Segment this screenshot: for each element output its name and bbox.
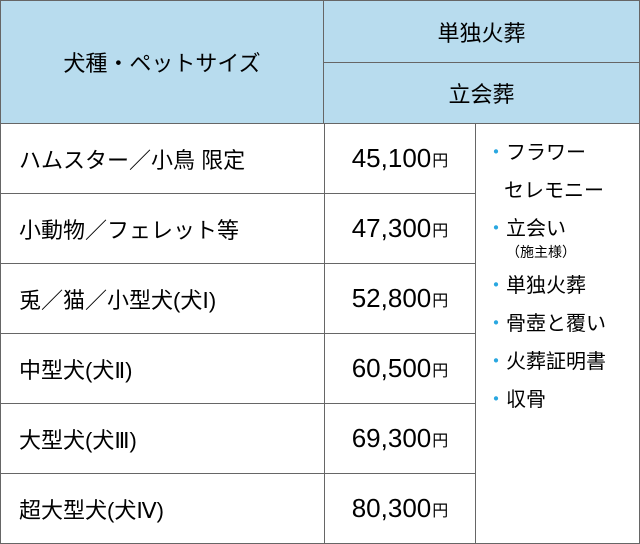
- table-row: 兎／猫／小型犬(犬Ⅰ) 52,800円: [1, 264, 476, 334]
- currency-suffix: 円: [432, 217, 448, 241]
- pet-label-cell: 小動物／フェレット等: [1, 194, 325, 264]
- price-value: 52,800: [352, 283, 432, 314]
- currency-suffix: 円: [432, 497, 448, 521]
- price-cell: 69,300円: [325, 404, 476, 474]
- header-service-sub-label: 立会葬: [448, 77, 514, 109]
- pet-label: 兎／猫／小型犬(犬Ⅰ): [19, 283, 216, 315]
- features-list: フラワーセレモニー立会い（施主様） 単独火葬骨壺と覆い火葬証明書収骨: [488, 134, 606, 419]
- table-row: ハムスター／小鳥 限定 45,100円: [1, 124, 476, 194]
- price-cell: 45,100円: [325, 124, 476, 194]
- pet-label: 大型犬(犬Ⅲ): [19, 423, 137, 455]
- header-pet-size: 犬種・ペットサイズ: [1, 1, 324, 124]
- table-row: 中型犬(犬Ⅱ) 60,500円: [1, 334, 476, 404]
- price-cell: 52,800円: [325, 264, 476, 334]
- price-cell: 80,300円: [325, 474, 476, 544]
- feature-item: （施主様）: [488, 244, 606, 261]
- feature-item: 骨壺と覆い: [488, 305, 606, 343]
- feature-item: 単独火葬: [488, 267, 606, 305]
- pet-label-cell: 超大型犬(犬Ⅳ): [1, 474, 325, 544]
- price-value: 69,300: [352, 423, 432, 454]
- rows-container: ハムスター／小鳥 限定45,100円小動物／フェレット等47,300円兎／猫／小…: [1, 124, 476, 544]
- pet-label: ハムスター／小鳥 限定: [19, 143, 245, 175]
- pet-label-cell: 大型犬(犬Ⅲ): [1, 404, 325, 474]
- pet-label-cell: ハムスター／小鳥 限定: [1, 124, 325, 194]
- currency-suffix: 円: [432, 357, 448, 381]
- body-area: ハムスター／小鳥 限定45,100円小動物／フェレット等47,300円兎／猫／小…: [1, 124, 640, 544]
- feature-item: 収骨: [488, 381, 606, 419]
- table-row: 大型犬(犬Ⅲ) 69,300円: [1, 404, 476, 474]
- currency-suffix: 円: [432, 287, 448, 311]
- currency-suffix: 円: [432, 427, 448, 451]
- price-cell: 47,300円: [325, 194, 476, 264]
- features-cell: フラワーセレモニー立会い（施主様） 単独火葬骨壺と覆い火葬証明書収骨: [476, 124, 640, 544]
- price-value: 45,100: [352, 143, 432, 174]
- pet-label: 超大型犬(犬Ⅳ): [19, 493, 164, 525]
- pet-label: 中型犬(犬Ⅱ): [19, 353, 132, 385]
- price-cell: 60,500円: [325, 334, 476, 404]
- table-row: 小動物／フェレット等 47,300円: [1, 194, 476, 264]
- price-value: 80,300: [352, 493, 432, 524]
- pet-label-cell: 中型犬(犬Ⅱ): [1, 334, 325, 404]
- feature-item: 立会い: [488, 210, 606, 248]
- feature-item: セレモニー: [488, 172, 606, 210]
- feature-item: 火葬証明書: [488, 343, 606, 381]
- header-row: 犬種・ペットサイズ 単独火葬 立会葬: [1, 1, 640, 124]
- currency-suffix: 円: [432, 147, 448, 171]
- header-service-group: 単独火葬 立会葬: [324, 1, 640, 124]
- header-service-top-label: 単独火葬: [437, 16, 525, 48]
- pricing-table: 犬種・ペットサイズ 単独火葬 立会葬 ハムスター／小鳥 限定45,100円小動物…: [0, 0, 640, 544]
- header-service-sub: 立会葬: [324, 63, 640, 124]
- price-value: 60,500: [352, 353, 432, 384]
- header-service-top: 単独火葬: [324, 1, 640, 63]
- table-row: 超大型犬(犬Ⅳ) 80,300円: [1, 474, 476, 544]
- pet-label-cell: 兎／猫／小型犬(犬Ⅰ): [1, 264, 325, 334]
- price-value: 47,300: [352, 213, 432, 244]
- header-pet-size-label: 犬種・ペットサイズ: [63, 46, 260, 78]
- pet-label: 小動物／フェレット等: [19, 213, 239, 245]
- feature-item: フラワー: [488, 134, 606, 172]
